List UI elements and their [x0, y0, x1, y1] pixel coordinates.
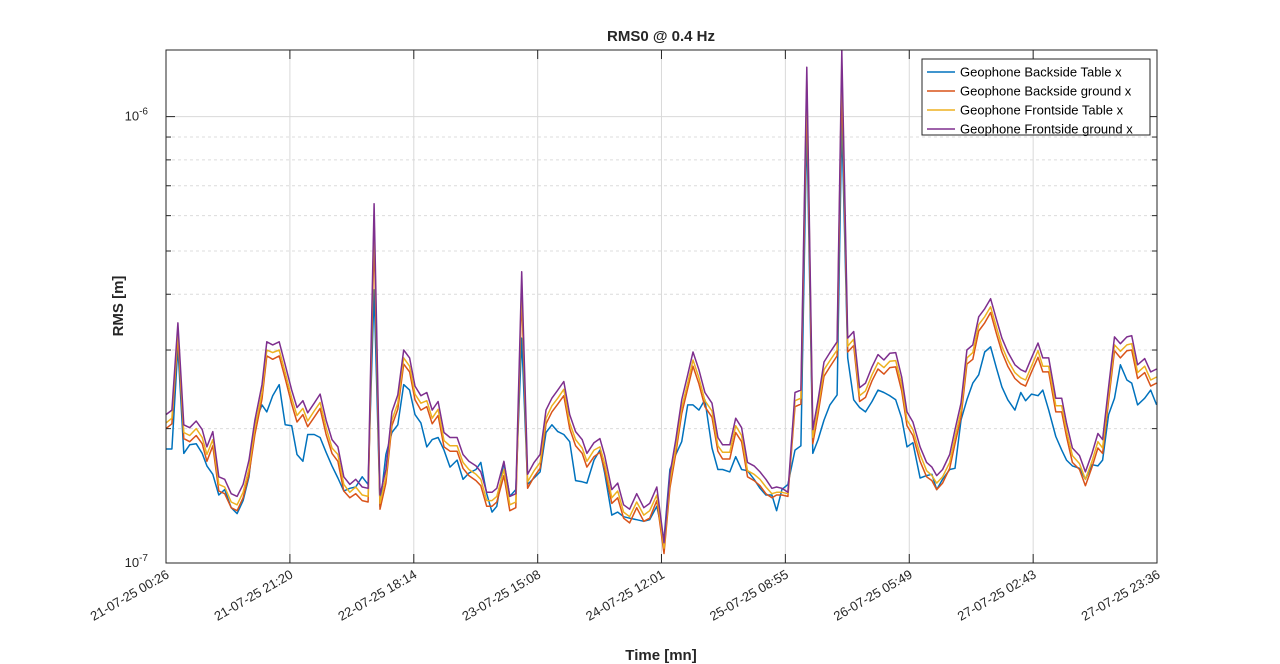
- y-tick-label: 10-7: [125, 553, 149, 570]
- series-line-1: [166, 80, 1157, 555]
- x-tick-label: 21-07-25 00:26: [88, 567, 172, 624]
- y-axis-label: RMS [m]: [110, 276, 127, 337]
- legend-entry: Geophone Backside Table x: [927, 65, 1122, 80]
- y-tick-exponent: -7: [139, 553, 148, 564]
- x-tick-label: 24-07-25 12:01: [583, 567, 667, 624]
- y-tick-base: 10: [125, 109, 139, 124]
- y-tick-label: 10-6: [125, 107, 149, 124]
- legend-label: Geophone Backside ground x: [960, 84, 1132, 99]
- x-tick-label: 25-07-25 08:55: [707, 567, 791, 624]
- x-axis-label: Time [mn]: [625, 647, 696, 664]
- x-tick-label: 27-07-25 02:43: [955, 567, 1039, 624]
- x-tick-label: 26-07-25 05:49: [831, 567, 915, 624]
- series-line-3: [166, 50, 1157, 544]
- x-tick-label: 21-07-25 21:20: [212, 567, 296, 624]
- chart-title: RMS0 @ 0.4 Hz: [607, 28, 715, 45]
- legend-box: [921, 58, 1151, 136]
- legend-label: Geophone Frontside Table x: [960, 103, 1124, 118]
- legend-entry: Geophone Backside ground x: [927, 84, 1132, 99]
- legend-entry: Geophone Frontside ground x: [927, 122, 1133, 137]
- legend-label: Geophone Backside Table x: [960, 65, 1122, 80]
- y-tick-base: 10: [125, 555, 139, 570]
- legend-label: Geophone Frontside ground x: [960, 122, 1133, 137]
- legend: Geophone Backside Table x Geophone Backsi…: [921, 58, 1151, 137]
- series-lines: [166, 50, 1157, 555]
- legend-entry: Geophone Frontside Table x: [927, 103, 1124, 118]
- x-tick-label: 27-07-25 23:36: [1079, 567, 1163, 624]
- y-tick-exponent: -6: [139, 107, 148, 118]
- series-line-2: [166, 64, 1157, 549]
- x-tick-label: 22-07-25 18:14: [335, 567, 419, 624]
- x-tick-label: 23-07-25 15:08: [459, 567, 543, 624]
